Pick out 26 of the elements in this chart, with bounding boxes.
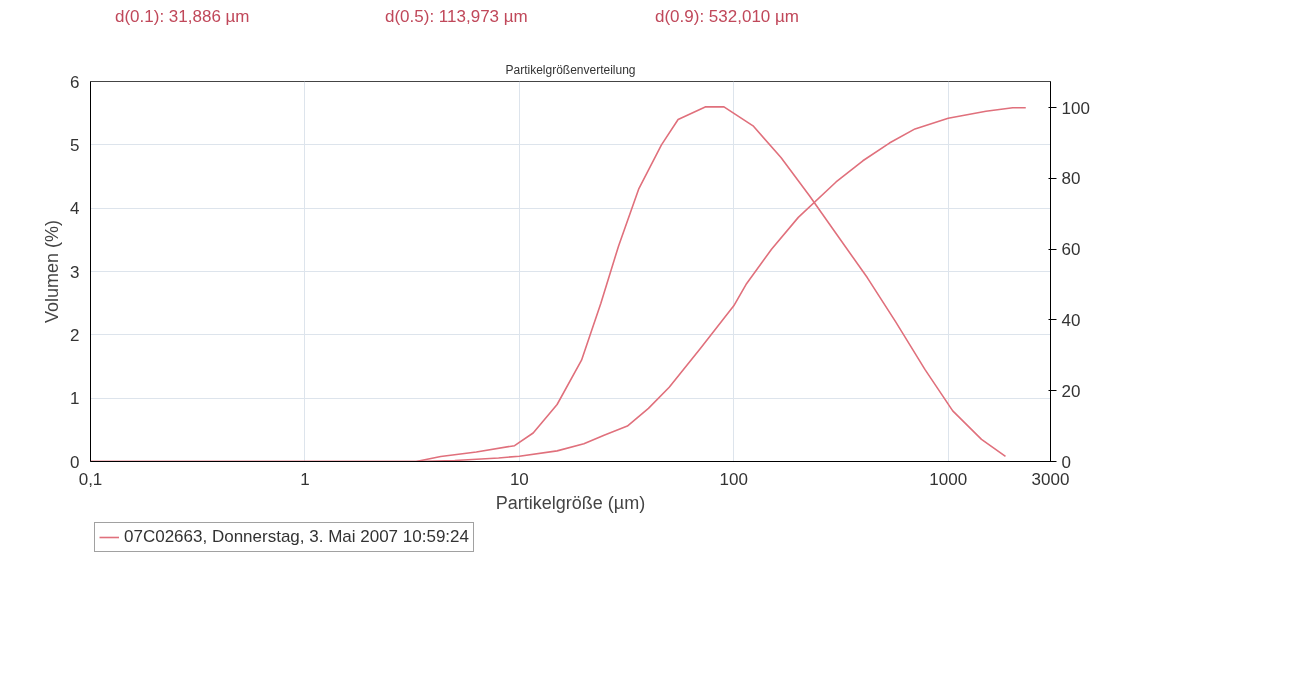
y2-tick-label: 40	[1061, 310, 1081, 330]
text: d(0.9): 532,010 µm	[655, 6, 800, 28]
text: d(0.1): 31,886 µm	[115, 6, 251, 28]
legend-label: 07C02663, Donnerstag, 3. Mai 2007 10:59:24	[124, 527, 469, 547]
y-tick-label: 0	[70, 452, 80, 472]
x-tick-label: 100	[719, 469, 748, 489]
x-tick-label: 1000	[929, 469, 968, 489]
y-tick-label: 4	[70, 199, 80, 219]
y-tick-label: 6	[70, 72, 80, 92]
y-axis-title: Volumen (%)	[42, 219, 63, 324]
y2-tick-label: 60	[1061, 240, 1081, 260]
y2-tick-label: 20	[1061, 381, 1081, 401]
x-tick-label: 3000	[1031, 469, 1070, 489]
y-tick-label: 5	[70, 135, 80, 155]
x-axis-title: Partikelgröße (µm)	[495, 492, 646, 513]
y2-tick-label: 100	[1061, 98, 1090, 118]
y-tick-label: 3	[70, 262, 80, 282]
y2-tick-label: 80	[1061, 169, 1081, 189]
text: d(0.5): 113,973 µm	[385, 6, 529, 28]
y-tick-label: 2	[70, 325, 80, 345]
chart-title: Partikelgrößenverteilung	[505, 62, 636, 77]
x-tick-label: 0,1	[78, 469, 103, 489]
x-tick-label: 1	[300, 469, 310, 489]
y2-tick-label: 0	[1061, 452, 1071, 472]
x-tick-label: 10	[509, 469, 529, 489]
y-tick-label: 1	[70, 389, 80, 409]
